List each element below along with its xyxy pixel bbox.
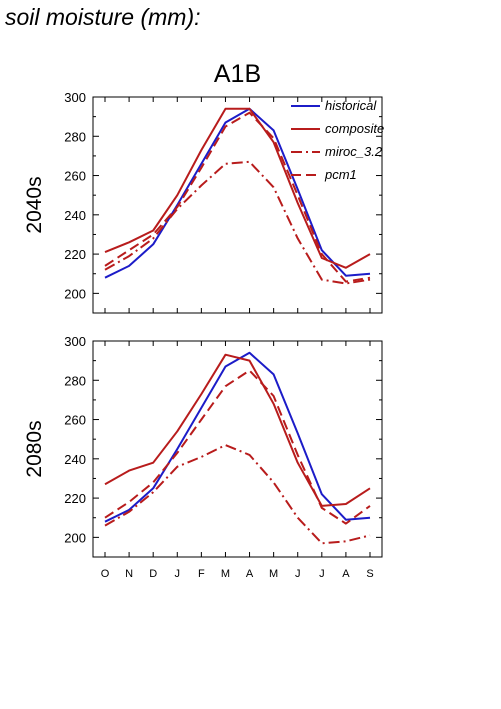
x-tick-label: F (198, 568, 205, 580)
x-tick-label: M (269, 568, 278, 580)
plot-frame (92, 340, 383, 558)
x-tick-label: O (101, 568, 110, 580)
plot-frame (92, 96, 383, 314)
series-line-miroc-3-2 (104, 160, 371, 285)
y-tick-label: 280 (64, 129, 86, 144)
legend-label: miroc_3.2 (325, 144, 383, 159)
x-tick-label: D (149, 568, 157, 580)
x-tick-label: M (221, 568, 230, 580)
x-tick-label: A (246, 568, 254, 580)
y-tick-label: 300 (64, 90, 86, 105)
y-tick-label: 220 (64, 247, 86, 262)
legend-label: pcm1 (324, 167, 357, 182)
series-line-pcm1 (104, 369, 371, 525)
y-tick-label: 200 (64, 530, 86, 545)
y-tick-label: 200 (64, 286, 86, 301)
y-axis-label: 2040s (23, 176, 46, 233)
y-tick-label: 260 (64, 169, 86, 184)
x-tick-label: J (175, 568, 181, 580)
y-tick-label: 240 (64, 452, 86, 467)
chart-panel-1: 200 220 240 260 280 300 2040s A1B historical comp… (23, 60, 384, 314)
chart-panel-2: 200 220 240 260 280 300 O N D J F M A M J J A S 2080s (23, 334, 383, 580)
x-tick-label: J (295, 568, 301, 580)
x-tick-label: N (125, 568, 133, 580)
y-tick-label: 240 (64, 208, 86, 223)
chart-title: A1B (214, 60, 261, 88)
y-tick-label: 280 (64, 373, 86, 388)
x-tick-label: A (342, 568, 350, 580)
y-tick-label: 220 (64, 491, 86, 506)
series-line-historical (104, 107, 371, 279)
y-axis-label: 2080s (23, 420, 46, 477)
series-line-composite (104, 353, 371, 507)
legend-label: historical (325, 98, 377, 113)
legend-label: composite (325, 121, 384, 136)
x-tick-label: J (319, 568, 325, 580)
series-line-pcm1 (104, 111, 371, 283)
y-tick-label: 260 (64, 413, 86, 428)
series-line-historical (104, 351, 371, 523)
y-tick-label: 300 (64, 334, 86, 349)
x-tick-label: S (366, 568, 373, 580)
page-title: soil moisture (mm): (5, 4, 201, 30)
legend: historical composite miroc_3.2 pcm1 (291, 98, 384, 182)
series-line-miroc-3-2 (104, 444, 371, 545)
